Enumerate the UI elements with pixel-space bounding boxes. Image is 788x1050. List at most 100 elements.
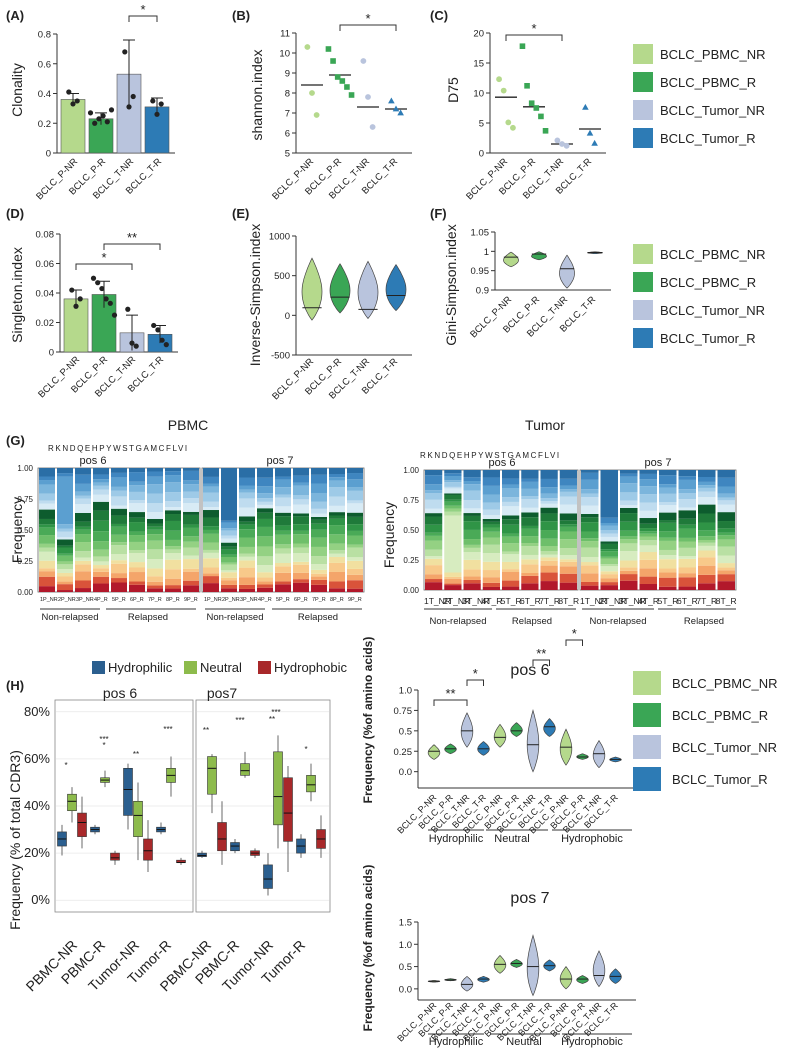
- point-b-1-0: [325, 46, 332, 52]
- legend2-label-pbmc-r: BCLC_PBMC_R: [660, 275, 756, 290]
- stack-tumor7-0-6: [581, 547, 599, 557]
- stack-pbmc6-1-8: [57, 555, 73, 562]
- ytick-label-h6-2: 0.5: [399, 726, 412, 737]
- stack-tumor7-5-12: [678, 510, 696, 519]
- stack-tumor7-3-11: [639, 523, 657, 529]
- stack-tumor7-0-4: [581, 562, 599, 566]
- point-b-2-2: [369, 124, 376, 130]
- violin-f-1: [531, 251, 547, 261]
- stack-tumor6-6-17: [540, 487, 558, 494]
- stack-pbmc7-8-8: [347, 535, 363, 545]
- stack-pbmc6-7-18: [165, 471, 181, 476]
- stack-tumor6-1-19: [444, 470, 462, 474]
- stack-pbmc6-4-5: [111, 554, 127, 561]
- ytick-label-a-2: 0.4: [38, 89, 51, 100]
- stack-tumor7-6-18: [698, 477, 716, 482]
- stack-tumor7-3-14: [639, 502, 657, 511]
- sig-bracket-h6-0: [433, 699, 468, 706]
- ytick-label-b-4: 9: [285, 69, 290, 80]
- sig-star-h-box-0: *: [64, 761, 67, 770]
- ytick-label-c-1: 5: [479, 119, 484, 130]
- sig-star-h-box-9: *: [304, 745, 307, 754]
- stack-pbmc7-8-17: [347, 479, 363, 488]
- facet-g-tumor-pos6: pos 6: [489, 457, 516, 469]
- stack-tumor6-6-1: [540, 572, 558, 582]
- box-pos7-2-1: [273, 751, 283, 826]
- ytick-label-g-tumor-0: 0.00: [403, 586, 419, 595]
- stack-tumor6-1-13: [444, 488, 462, 494]
- ytick-label-f-0: 0.9: [476, 286, 489, 297]
- stack-tumor7-7-5: [717, 555, 735, 564]
- stack-tumor6-7-15: [559, 491, 577, 497]
- stack-tumor6-5-0: [521, 583, 539, 590]
- stack-pbmc7-4-2: [275, 572, 291, 582]
- legend-groups-top: BCLC_PBMC_NR BCLC_PBMC_R BCLC_Tumor_NR B…: [633, 44, 765, 148]
- point-b-1-1: [330, 58, 336, 64]
- xlabels-d: BCLC_P-NR BCLC_P-R BCLC_T-NR BCLC_T-R: [36, 354, 166, 400]
- stack-tumor7-2-4: [620, 560, 638, 568]
- stack-tumor6-7-6: [559, 548, 577, 556]
- stack-tumor6-3-18: [482, 477, 500, 486]
- stack-pbmc7-8-11: [347, 516, 363, 525]
- point-c-3-1: [586, 129, 594, 136]
- violin-h7-6: [526, 934, 540, 997]
- stack-tumor6-4-4: [502, 561, 520, 570]
- stack-pbmc7-2-18: [239, 477, 255, 486]
- point-b-3-0: [388, 97, 395, 104]
- stack-tumor6-6-16: [540, 493, 558, 499]
- stack-pbmc7-4-7: [275, 544, 291, 549]
- stack-tumor6-4-9: [502, 533, 520, 537]
- stack-pbmc7-3-2: [257, 581, 273, 585]
- group-label-pbmc-pos7-r: Relapsed: [298, 612, 338, 623]
- ylabel-h-pos6: Frequency (%of amino acids): [361, 637, 375, 804]
- xtick-g-tumor7-7: 8T_R: [716, 596, 737, 606]
- stack-pbmc6-2-8: [75, 534, 91, 543]
- stack-pbmc7-7-1: [329, 581, 345, 589]
- stack-tumor6-6-12: [540, 507, 558, 514]
- point-d-3-2: [159, 337, 165, 343]
- stack-pbmc7-6-8: [311, 537, 327, 547]
- ytick-label-b-0: 5: [285, 149, 290, 160]
- stack-pbmc6-4-14: [111, 496, 127, 506]
- stack-tumor7-5-8: [678, 537, 696, 542]
- point-a-0-2: [74, 98, 80, 104]
- ylabel-e: Inverse-Simpson.index: [247, 224, 263, 366]
- stack-pbmc7-5-3: [293, 564, 309, 573]
- stack-pbmc6-2-9: [75, 529, 91, 535]
- stack-pbmc6-0-8: [39, 535, 55, 544]
- legend-swatch-neutral: [184, 661, 197, 674]
- stack-pbmc6-5-0: [129, 584, 145, 592]
- stack-pbmc6-1-13: [57, 537, 73, 540]
- stack-pbmc7-0-0: [203, 583, 219, 592]
- stack-pbmc7-1-3: [221, 577, 237, 581]
- violin-e-1: [329, 263, 351, 314]
- legend3-label-tumor-r: BCLC_Tumor_R: [672, 772, 768, 787]
- stack-pbmc7-6-5: [311, 564, 327, 570]
- box-pos6-1-2: [110, 852, 120, 861]
- stack-tumor7-4-9: [659, 531, 677, 538]
- stack-tumor7-4-13: [659, 505, 677, 513]
- stack-pbmc7-7-0: [329, 588, 345, 592]
- xtick-g-pbmc7-4: 5P_R: [276, 597, 290, 603]
- stack-pbmc6-1-0: [57, 590, 73, 592]
- stack-tumor7-2-1: [620, 574, 638, 581]
- stack-pbmc7-3-1: [257, 584, 273, 588]
- stack-tumor6-2-12: [463, 513, 481, 516]
- stack-pbmc7-8-4: [347, 560, 363, 569]
- violin-h7-8: [559, 966, 573, 990]
- stack-tumor6-7-10: [559, 524, 577, 527]
- stack-tumor6-4-0: [502, 586, 520, 590]
- stack-pbmc7-4-18: [275, 476, 291, 480]
- legend-swatch-pbmc-r: [633, 72, 653, 92]
- xtick-g-tumor6-2: 3T_NR: [462, 596, 489, 606]
- stack-pbmc7-0-15: [203, 492, 219, 502]
- violin-h6-4: [493, 723, 507, 748]
- stack-pbmc7-7-6: [329, 550, 345, 554]
- stack-pbmc7-0-3: [203, 567, 219, 574]
- stack-tumor6-4-17: [502, 484, 520, 489]
- stack-pbmc6-1-6: [57, 564, 73, 569]
- stack-tumor6-1-7: [444, 508, 462, 512]
- stack-pbmc6-3-8: [93, 541, 109, 550]
- stack-pbmc6-6-18: [147, 471, 163, 477]
- point-d-2-1: [129, 340, 135, 346]
